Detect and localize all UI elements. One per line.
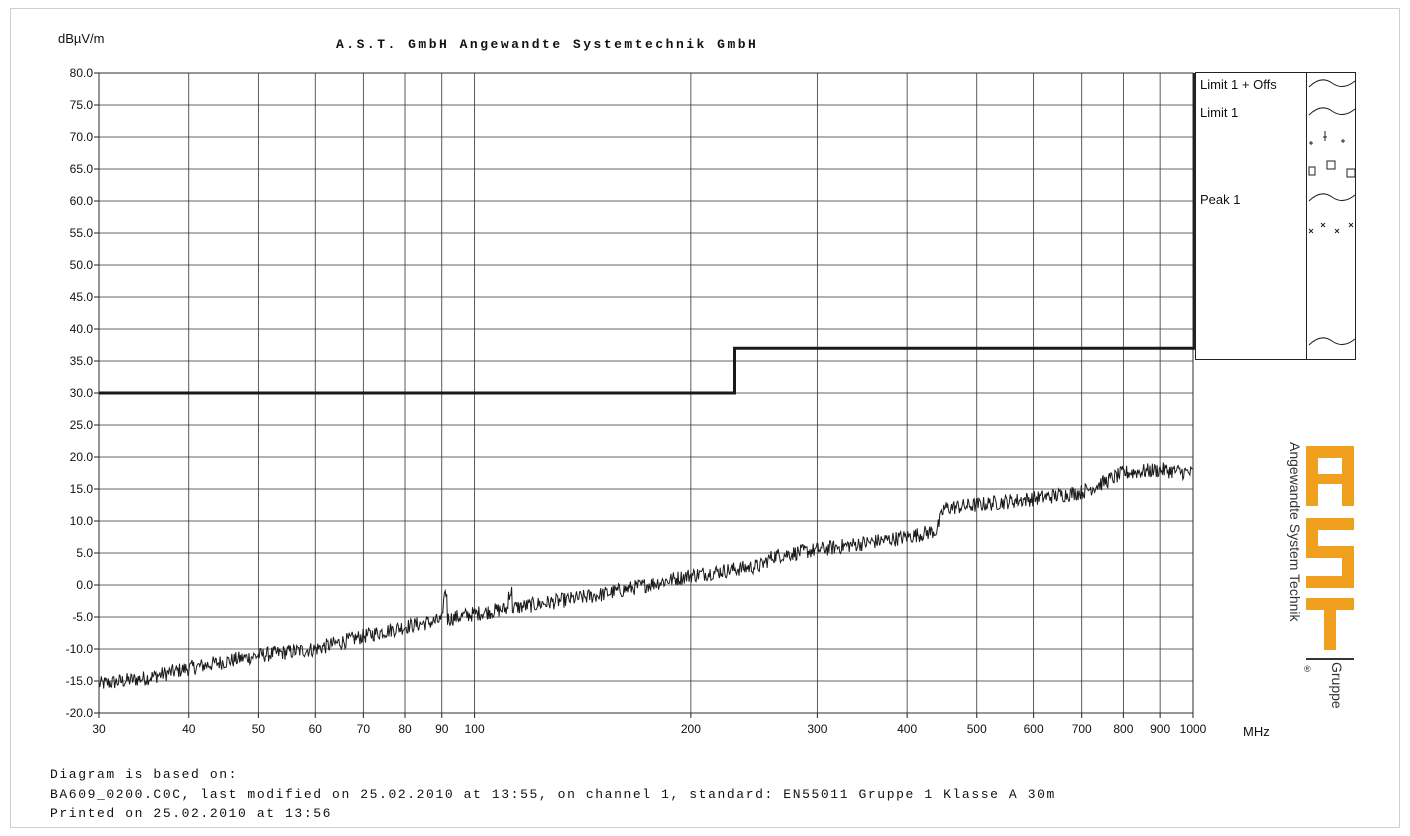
x-tick-label: 300 (807, 722, 827, 736)
x-tick-label: 400 (897, 722, 917, 736)
x-tick-label: 800 (1113, 722, 1133, 736)
x-tick-label: 900 (1150, 722, 1170, 736)
y-axis-unit: dBµV/m (58, 31, 105, 46)
y-tick-label: 55.0 (70, 226, 94, 240)
y-tick-label: 65.0 (70, 162, 94, 176)
x-tick-label: 500 (967, 722, 987, 736)
y-tick-label: 15.0 (70, 482, 94, 496)
x-tick-label: 30 (92, 722, 106, 736)
footer-line-3: Printed on 25.02.2010 at 13:56 (50, 806, 333, 821)
y-tick-label: 5.0 (76, 546, 93, 560)
x-tick-label: 50 (252, 722, 266, 736)
logo-suffix: Gruppe (1329, 662, 1345, 709)
y-tick-label: 70.0 (70, 130, 94, 144)
x-tick-label: 90 (435, 722, 449, 736)
x-tick-label: 80 (398, 722, 412, 736)
legend-item-limit-1-offs: Limit 1 + Offs (1200, 77, 1277, 92)
y-tick-label: 25.0 (70, 418, 94, 432)
company-logo: Angewandte System Technik Gruppe ® (1282, 440, 1362, 720)
peak-1-trace (98, 462, 1194, 689)
y-tick-label: -20.0 (66, 706, 94, 720)
legend-item-limit-1: Limit 1 (1200, 105, 1239, 120)
y-tick-label: 80.0 (70, 66, 94, 80)
y-tick-label: 0.0 (76, 578, 93, 592)
y-tick-label: -10.0 (66, 642, 94, 656)
plus-marks-icon (1309, 131, 1345, 145)
cross-marks-icon (1308, 222, 1354, 234)
footer-line-1: Diagram is based on: (50, 767, 239, 782)
y-tick-label: 40.0 (70, 322, 94, 336)
chart-title: A.S.T. GmbH Angewandte Systemtechnik Gmb… (336, 37, 759, 52)
x-tick-label: 100 (465, 722, 485, 736)
legend-symbol-column (1306, 73, 1357, 359)
footer-line-2: BA609_0200.C0C, last modified on 25.02.2… (50, 787, 1056, 802)
y-tick-label: 30.0 (70, 386, 94, 400)
page-frame (10, 8, 1400, 828)
y-tick-label: 45.0 (70, 290, 94, 304)
y-tick-label: 20.0 (70, 450, 94, 464)
y-tick-label: 50.0 (70, 258, 94, 272)
x-tick-label: 40 (182, 722, 196, 736)
legend: Limit 1 + Offs Limit 1 Peak 1 (1195, 72, 1356, 360)
x-tick-label: 600 (1024, 722, 1044, 736)
y-tick-label: -15.0 (66, 674, 94, 688)
x-tick-label: 200 (681, 722, 701, 736)
x-tick-label: 60 (309, 722, 323, 736)
y-tick-label: 75.0 (70, 98, 94, 112)
y-tick-label: 10.0 (70, 514, 94, 528)
x-tick-label: 700 (1072, 722, 1092, 736)
y-tick-label: -5.0 (72, 610, 93, 624)
legend-item-peak-1: Peak 1 (1200, 192, 1241, 207)
logo-tagline-text: Angewandte System Technik (1287, 442, 1303, 623)
x-axis-unit: MHz (1243, 724, 1270, 739)
x-tick-label: 70 (357, 722, 371, 736)
registered-mark: ® (1304, 664, 1311, 674)
square-marks-icon (1308, 160, 1356, 178)
logo-mark (1306, 446, 1354, 660)
y-tick-label: 60.0 (70, 194, 94, 208)
wave-icon (1308, 79, 1356, 346)
y-tick-label: 35.0 (70, 354, 94, 368)
x-tick-label: 1000 (1180, 722, 1207, 736)
